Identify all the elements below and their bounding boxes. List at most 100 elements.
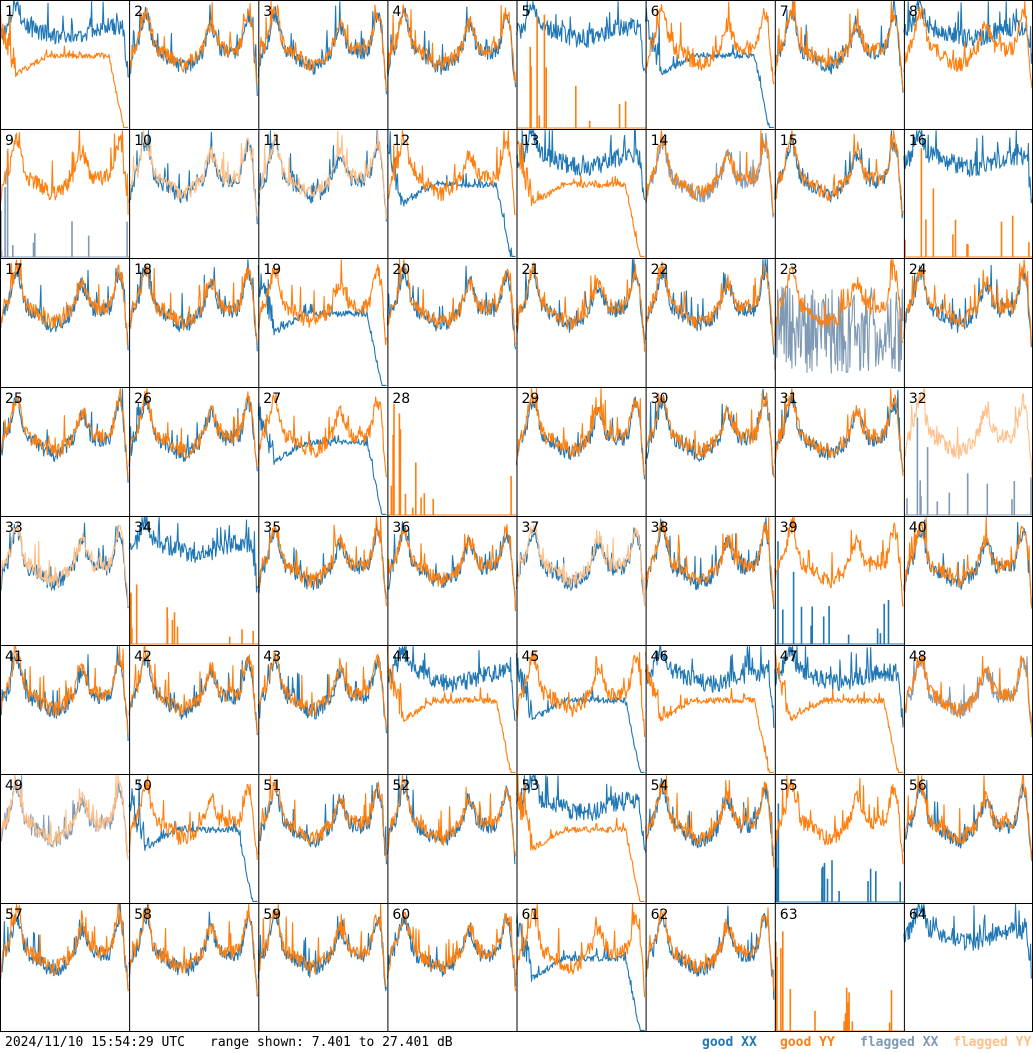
series-xx-13 xyxy=(515,130,646,201)
panel-label-22: 22 xyxy=(651,262,669,278)
panel-label-42: 42 xyxy=(134,649,152,665)
series-yy-8 xyxy=(903,1,1033,89)
series-yy-49 xyxy=(0,775,129,861)
series-yy-59 xyxy=(257,904,387,987)
series-yy-27 xyxy=(257,392,387,478)
series-xx-9 xyxy=(0,150,130,258)
panel-3: 3 xyxy=(257,1,387,95)
series-yy-4 xyxy=(386,4,517,84)
panel-26: 26 xyxy=(128,388,258,472)
panel-32: 32 xyxy=(903,388,1033,516)
footer: 2024/11/10 15:54:29 UTC range shown: 7.4… xyxy=(0,1032,1033,1053)
series-yy-30 xyxy=(645,391,775,478)
panel-label-54: 54 xyxy=(651,778,669,794)
panel-label-27: 27 xyxy=(263,391,281,407)
series-yy-5 xyxy=(516,14,646,129)
series-yy-47 xyxy=(774,650,903,773)
series-yy-6 xyxy=(645,1,775,85)
series-yy-57 xyxy=(0,904,129,992)
panel-25: 25 xyxy=(0,388,129,483)
panel-label-4: 4 xyxy=(392,4,401,20)
series-yy-50 xyxy=(128,775,258,860)
series-xx-60 xyxy=(386,912,517,987)
series-yy-9 xyxy=(0,130,129,215)
series-yy-41 xyxy=(0,646,129,734)
panel-label-40: 40 xyxy=(909,520,927,536)
panel-label-37: 37 xyxy=(522,520,540,536)
series-xx-19 xyxy=(257,265,387,386)
legend-good-yy: good YY xyxy=(780,1035,835,1050)
panel-label-20: 20 xyxy=(392,262,410,278)
series-yy-43 xyxy=(257,652,387,728)
legend-good-xx: good XX xyxy=(702,1035,757,1050)
panel-label-55: 55 xyxy=(780,778,798,794)
series-yy-45 xyxy=(515,651,646,738)
panel-43: 43 xyxy=(257,649,387,734)
series-yy-11 xyxy=(257,130,387,220)
panel-label-16: 16 xyxy=(909,133,927,149)
panel-15: 15 xyxy=(774,130,904,219)
panel-label-12: 12 xyxy=(392,133,410,149)
series-yy-24 xyxy=(903,259,1033,347)
panel-46: 46 xyxy=(645,646,775,773)
series-xx-32 xyxy=(903,417,1033,516)
panel-31: 31 xyxy=(774,388,904,476)
series-yy-62 xyxy=(645,907,775,992)
panel-9: 9 xyxy=(0,130,130,258)
panel-39: 39 xyxy=(774,517,904,645)
series-yy-28 xyxy=(387,404,517,516)
series-xx-4 xyxy=(386,6,517,88)
panel-13: 13 xyxy=(515,130,646,257)
series-yy-38 xyxy=(645,517,775,607)
panel-label-31: 31 xyxy=(780,391,798,407)
panel-57: 57 xyxy=(0,904,129,992)
panel-label-15: 15 xyxy=(780,133,798,149)
series-yy-44 xyxy=(386,646,516,773)
panel-label-62: 62 xyxy=(651,907,669,923)
panel-label-14: 14 xyxy=(651,133,669,149)
panel-5: 5 xyxy=(515,1,646,129)
panel-label-8: 8 xyxy=(909,4,918,20)
panel-55: 55 xyxy=(774,775,904,903)
series-xx-23 xyxy=(774,284,904,374)
panel-6: 6 xyxy=(645,1,775,128)
panel-60: 60 xyxy=(386,907,517,992)
series-yy-54 xyxy=(645,775,775,868)
panel-label-5: 5 xyxy=(522,4,531,20)
panel-44: 44 xyxy=(386,646,516,773)
panel-label-64: 64 xyxy=(909,907,927,923)
panel-58: 58 xyxy=(128,904,258,997)
panel-label-32: 32 xyxy=(909,391,927,407)
panel-label-41: 41 xyxy=(5,649,23,665)
panel-12: 12 xyxy=(386,130,516,257)
series-yy-13 xyxy=(516,140,645,257)
series-xx-61 xyxy=(515,913,645,1031)
series-xx-55 xyxy=(774,803,904,903)
panel-label-52: 52 xyxy=(392,778,410,794)
panel-label-21: 21 xyxy=(522,262,540,278)
panel-45: 45 xyxy=(515,649,646,773)
panel-1: 1 xyxy=(0,1,129,128)
panel-19: 19 xyxy=(257,259,387,386)
panel-label-3: 3 xyxy=(263,4,272,20)
series-yy-23 xyxy=(774,259,904,343)
series-yy-46 xyxy=(645,651,774,773)
panel-label-49: 49 xyxy=(5,778,23,794)
series-xx-39 xyxy=(774,541,904,645)
series-xx-64 xyxy=(903,904,1033,979)
panel-label-45: 45 xyxy=(522,649,540,665)
series-yy-55 xyxy=(774,775,904,865)
series-yy-26 xyxy=(128,388,258,468)
series-yy-35 xyxy=(257,517,387,607)
panel-18: 18 xyxy=(128,259,258,352)
panel-30: 30 xyxy=(645,388,775,478)
panel-7: 7 xyxy=(774,1,904,93)
panel-label-61: 61 xyxy=(522,907,540,923)
panel-27: 27 xyxy=(257,391,387,515)
panel-label-11: 11 xyxy=(263,133,281,149)
series-yy-7 xyxy=(774,1,904,91)
panel-label-36: 36 xyxy=(392,520,410,536)
panel-33: 33 xyxy=(0,520,129,609)
panel-2: 2 xyxy=(128,2,258,97)
panel-59: 59 xyxy=(257,904,387,992)
